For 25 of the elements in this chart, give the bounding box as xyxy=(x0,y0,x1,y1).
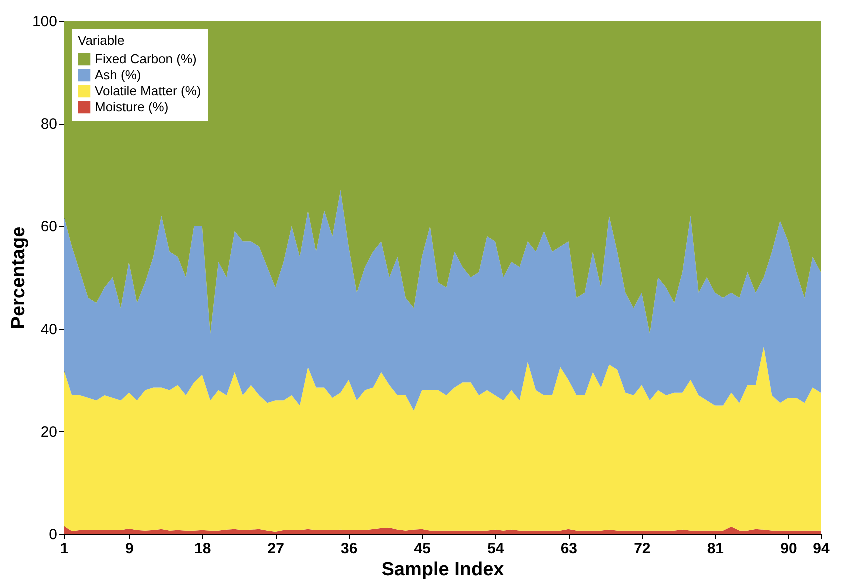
legend-label: Ash (%) xyxy=(95,68,142,82)
y-tick-label: 60 xyxy=(40,218,58,236)
x-tick-label: 90 xyxy=(780,540,798,558)
y-tick-label: 100 xyxy=(32,14,58,30)
legend-label: Moisture (%) xyxy=(95,100,169,114)
x-tick-label: 94 xyxy=(813,540,830,558)
x-tick-label: 45 xyxy=(414,540,431,558)
legend-title: Variable xyxy=(78,33,125,48)
x-tick-label: 36 xyxy=(341,540,358,558)
x-tick-label: 18 xyxy=(194,540,212,558)
x-axis-title: Sample Index xyxy=(382,560,505,580)
x-tick-label: 1 xyxy=(60,540,69,558)
y-tick-label: 80 xyxy=(40,116,58,134)
series-label: Fixed Carbon (%) xyxy=(95,52,197,66)
x-tick-label: 27 xyxy=(268,540,284,558)
x-tick-label: 63 xyxy=(560,540,578,558)
x-tick-label: 72 xyxy=(634,540,651,558)
legend-label: Volatile Matter (%) xyxy=(95,84,202,98)
x-tick-label: 54 xyxy=(488,540,505,558)
y-axis-title: Percentage xyxy=(8,226,30,330)
x-tick-label: 81 xyxy=(707,540,724,558)
x-tick-label: 9 xyxy=(125,540,134,558)
y-tick-label: 40 xyxy=(40,321,58,338)
y-tick-label: 20 xyxy=(40,424,58,441)
y-tick-label: 0 xyxy=(49,526,58,544)
